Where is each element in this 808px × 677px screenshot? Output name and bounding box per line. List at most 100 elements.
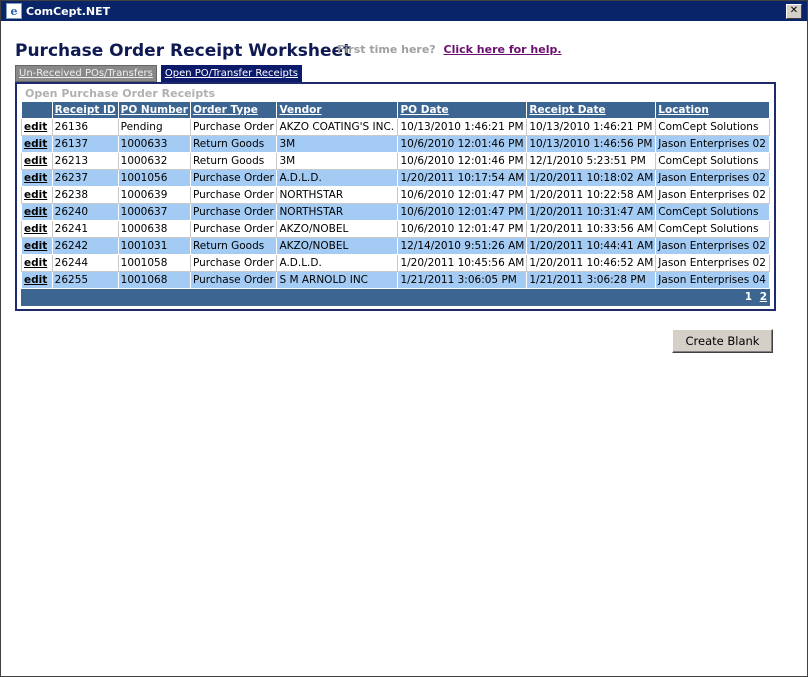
column-header-vendor[interactable]: Vendor	[276, 101, 399, 119]
pager-row: 1 2	[21, 288, 770, 306]
po-number-cell: 1000639	[117, 186, 191, 204]
edit-link[interactable]: edit	[21, 152, 53, 170]
location-cell: Jason Enterprises 02	[655, 254, 770, 272]
title-bar: e ComCept.NET ✕	[1, 1, 807, 21]
edit-link[interactable]: edit	[21, 186, 53, 204]
edit-link[interactable]: edit	[21, 271, 53, 289]
vendor-cell: AKZO/NOBEL	[276, 237, 399, 255]
receipt-date-cell: 1/20/2011 10:22:58 AM	[526, 186, 657, 204]
receipt-id-cell: 26255	[51, 271, 119, 289]
receipts-panel: Open Purchase Order Receipts Receipt ID …	[15, 82, 776, 311]
po-date-cell: 1/20/2011 10:17:54 AM	[397, 169, 528, 187]
column-header-location[interactable]: Location	[655, 101, 770, 119]
order-type-cell: Return Goods	[189, 237, 278, 255]
pager-page-link[interactable]: 2	[759, 291, 767, 303]
table-row: edit 26242 1001031 Return Goods AKZO/NOBEL 12…	[21, 237, 770, 255]
table-row: edit 26137 1000633 Return Goods 3M 10/6/2010 …	[21, 135, 770, 153]
edit-link[interactable]: edit	[21, 254, 53, 272]
close-icon[interactable]: ✕	[786, 3, 802, 19]
receipt-id-cell: 26238	[51, 186, 119, 204]
vendor-cell: A.D.L.D.	[276, 169, 399, 187]
order-type-cell: Return Goods	[189, 152, 278, 170]
edit-link[interactable]: edit	[21, 169, 53, 187]
receipt-date-cell: 1/20/2011 10:18:02 AM	[526, 169, 657, 187]
receipt-id-cell: 26241	[51, 220, 119, 238]
location-cell: ComCept Solutions	[655, 152, 770, 170]
receipt-date-cell: 1/20/2011 10:31:47 AM	[526, 203, 657, 221]
vendor-cell: AKZO COATING'S INC.	[276, 118, 399, 136]
po-number-cell: 1001056	[117, 169, 191, 187]
vendor-cell: S M ARNOLD INC	[276, 271, 399, 289]
column-header-receipt-id[interactable]: Receipt ID	[51, 101, 119, 119]
vendor-cell: NORTHSTAR	[276, 186, 399, 204]
table-row: edit 26213 1000632 Return Goods 3M 10/6/2010 …	[21, 152, 770, 170]
receipt-date-cell: 12/1/2010 5:23:51 PM	[526, 152, 657, 170]
location-cell: Jason Enterprises 02	[655, 237, 770, 255]
column-header-po-date[interactable]: PO Date	[397, 101, 528, 119]
po-date-cell: 10/13/2010 1:46:21 PM	[397, 118, 528, 136]
location-cell: Jason Enterprises 02	[655, 135, 770, 153]
tab-unreceived-pos[interactable]: Un-Received POs/Transfers	[15, 65, 157, 82]
receipt-date-cell: 10/13/2010 1:46:56 PM	[526, 135, 657, 153]
vendor-cell: A.D.L.D.	[276, 254, 399, 272]
edit-link[interactable]: edit	[21, 220, 53, 238]
column-header-po-number[interactable]: PO Number	[117, 101, 191, 119]
po-date-cell: 10/6/2010 12:01:46 PM	[397, 152, 528, 170]
table-row: edit 26255 1001068 Purchase Order S M ARNOLD…	[21, 271, 770, 289]
window-title: ComCept.NET	[26, 4, 111, 18]
order-type-cell: Purchase Order	[189, 254, 278, 272]
po-number-cell: Pending	[117, 118, 191, 136]
order-type-cell: Purchase Order	[189, 118, 278, 136]
table-body: edit 26136 Pending Purchase Order AKZO COATI…	[21, 118, 770, 289]
vendor-cell: AKZO/NOBEL	[276, 220, 399, 238]
order-type-cell: Purchase Order	[189, 271, 278, 289]
po-date-cell: 1/21/2011 3:06:05 PM	[397, 271, 528, 289]
column-header-order-type[interactable]: Order Type	[189, 101, 278, 119]
page-content: Purchase Order Receipt Worksheet First t…	[2, 22, 806, 676]
edit-link[interactable]: edit	[21, 118, 53, 136]
po-number-cell: 1000638	[117, 220, 191, 238]
location-cell: Jason Enterprises 02	[655, 169, 770, 187]
edit-link[interactable]: edit	[21, 135, 53, 153]
tab-bar: Un-Received POs/Transfers Open PO/Transf…	[15, 65, 302, 82]
edit-link[interactable]: edit	[21, 203, 53, 221]
receipt-date-cell: 1/20/2011 10:46:52 AM	[526, 254, 657, 272]
receipt-date-cell: 1/20/2011 10:33:56 AM	[526, 220, 657, 238]
help-prompt: First time here? Click here for help.	[337, 43, 562, 56]
location-cell: Jason Enterprises 04	[655, 271, 770, 289]
location-cell: ComCept Solutions	[655, 220, 770, 238]
column-header-receipt-date[interactable]: Receipt Date	[526, 101, 657, 119]
po-number-cell: 1000632	[117, 152, 191, 170]
location-cell: Jason Enterprises 02	[655, 186, 770, 204]
ie-page-icon: e	[6, 3, 22, 19]
order-type-cell: Purchase Order	[189, 169, 278, 187]
order-type-cell: Purchase Order	[189, 203, 278, 221]
pager: 1 2	[21, 288, 770, 306]
receipt-id-cell: 26244	[51, 254, 119, 272]
receipt-date-cell: 10/13/2010 1:46:21 PM	[526, 118, 657, 136]
pager-current-page: 1	[744, 291, 753, 303]
tab-open-receipts[interactable]: Open PO/Transfer Receipts	[160, 65, 302, 82]
table-row: edit 26241 1000638 Purchase Order AKZO/NOBEL…	[21, 220, 770, 238]
first-time-text: First time here?	[337, 43, 436, 56]
receipt-id-cell: 26237	[51, 169, 119, 187]
po-number-cell: 1000633	[117, 135, 191, 153]
receipt-id-cell: 26213	[51, 152, 119, 170]
create-blank-button[interactable]: Create Blank	[672, 329, 773, 353]
po-date-cell: 10/6/2010 12:01:47 PM	[397, 203, 528, 221]
po-date-cell: 10/6/2010 12:01:47 PM	[397, 220, 528, 238]
column-header-edit	[21, 101, 53, 119]
location-cell: ComCept Solutions	[655, 118, 770, 136]
help-link[interactable]: Click here for help.	[443, 43, 562, 56]
edit-link[interactable]: edit	[21, 237, 53, 255]
receipt-id-cell: 26137	[51, 135, 119, 153]
po-date-cell: 12/14/2010 9:51:26 AM	[397, 237, 528, 255]
po-date-cell: 1/20/2011 10:45:56 AM	[397, 254, 528, 272]
order-type-cell: Return Goods	[189, 135, 278, 153]
order-type-cell: Purchase Order	[189, 220, 278, 238]
receipt-id-cell: 26136	[51, 118, 119, 136]
vendor-cell: 3M	[276, 152, 399, 170]
vendor-cell: 3M	[276, 135, 399, 153]
receipt-id-cell: 26242	[51, 237, 119, 255]
